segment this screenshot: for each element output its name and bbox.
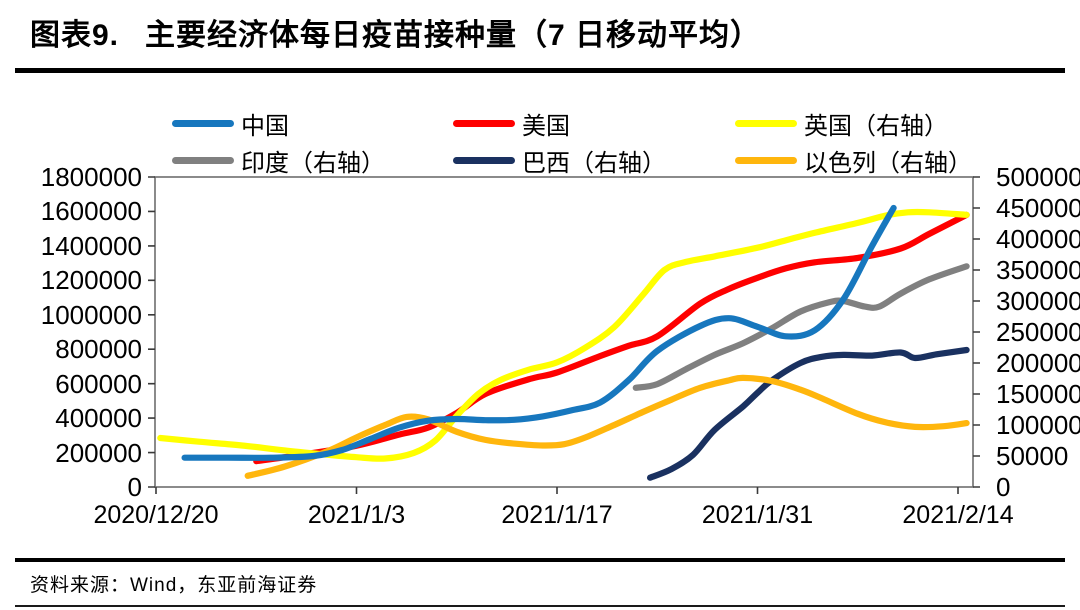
- y-axis-left-label: 1200000: [40, 265, 142, 296]
- y-axis-left-label: 1600000: [40, 196, 142, 227]
- vaccination-line-chart: 中国 美国 英国（右轴） 印度（右轴） 巴西（右轴） 以色列（右轴）: [0, 80, 1080, 555]
- legend-swatch-india: [172, 156, 234, 164]
- legend-swatch-us: [453, 119, 515, 127]
- y-axis-right-label: 100000: [996, 410, 1080, 440]
- series-line: [244, 374, 970, 479]
- y-axis-left-label: 1800000: [40, 162, 142, 192]
- legend-label-israel: 以色列（右轴）: [804, 149, 972, 177]
- y-axis-right-label: 350000: [996, 255, 1080, 285]
- legend-item-us: 美国: [453, 110, 570, 140]
- legend-swatch-uk: [735, 119, 797, 127]
- legend-label-us: 美国: [522, 112, 570, 140]
- legend-label-china: 中国: [241, 112, 289, 140]
- y-axis-left-label: 200000: [55, 437, 142, 468]
- figure-title-text: 主要经济体每日疫苗接种量（7 日移动平均）: [145, 19, 762, 52]
- series-line: [181, 204, 897, 461]
- figure-number: 图表9.: [30, 19, 120, 52]
- x-axis-label: 2021/1/17: [501, 501, 613, 529]
- series-line: [647, 346, 970, 481]
- y-axis-left-label: 800000: [55, 334, 142, 365]
- legend-label-uk: 英国（右轴）: [804, 112, 948, 140]
- y-axis-right-label: 300000: [996, 286, 1080, 316]
- chart-bottom-divider: [15, 558, 1065, 562]
- legend-item-india: 印度（右轴）: [172, 147, 385, 177]
- x-axis-label: 2020/12/20: [93, 501, 219, 529]
- legend-label-india: 印度（右轴）: [241, 149, 385, 177]
- y-axis-left-label: 1000000: [40, 299, 142, 330]
- x-axis-label: 2021/1/3: [307, 501, 406, 529]
- x-axis-label: 2021/2/14: [902, 501, 1014, 529]
- title-divider: [15, 68, 1065, 73]
- y-axis-left-label: 400000: [55, 403, 142, 434]
- legend-swatch-israel: [735, 156, 797, 164]
- series-line: [253, 211, 970, 465]
- y-axis-right-label: 150000: [996, 379, 1080, 409]
- y-axis-left-label: 0: [127, 472, 142, 502]
- y-axis-right-label: 200000: [996, 348, 1080, 378]
- page-bottom-divider: [15, 605, 1065, 607]
- y-axis-right-label: 0: [996, 472, 1011, 502]
- source-note: 资料来源：Wind，东亚前海证券: [30, 575, 318, 596]
- axis-ticks: [148, 176, 980, 494]
- legend-item-china: 中国: [172, 110, 289, 140]
- legend-item-uk: 英国（右轴）: [735, 110, 948, 140]
- series-line: [157, 208, 970, 462]
- legend-label-brazil: 巴西（右轴）: [522, 149, 666, 177]
- series-line: [632, 263, 970, 391]
- y-axis-right-label: 400000: [996, 224, 1080, 254]
- figure-title: 图表9. 主要经济体每日疫苗接种量（7 日移动平均）: [30, 10, 761, 54]
- legend-item-brazil: 巴西（右轴）: [453, 147, 666, 177]
- y-axis-left-label: 1400000: [40, 230, 142, 261]
- y-axis-right-label: 500000: [996, 162, 1080, 192]
- y-axis-right-label: 50000: [996, 441, 1069, 471]
- y-axis-right-label: 250000: [996, 317, 1080, 347]
- legend-item-israel: 以色列（右轴）: [735, 147, 972, 177]
- y-axis-right-label: 450000: [996, 193, 1080, 223]
- y-axis-left-label: 600000: [55, 368, 142, 399]
- legend-swatch-brazil: [453, 156, 515, 164]
- legend-swatch-china: [172, 119, 234, 127]
- x-axis-label: 2021/1/31: [701, 501, 814, 529]
